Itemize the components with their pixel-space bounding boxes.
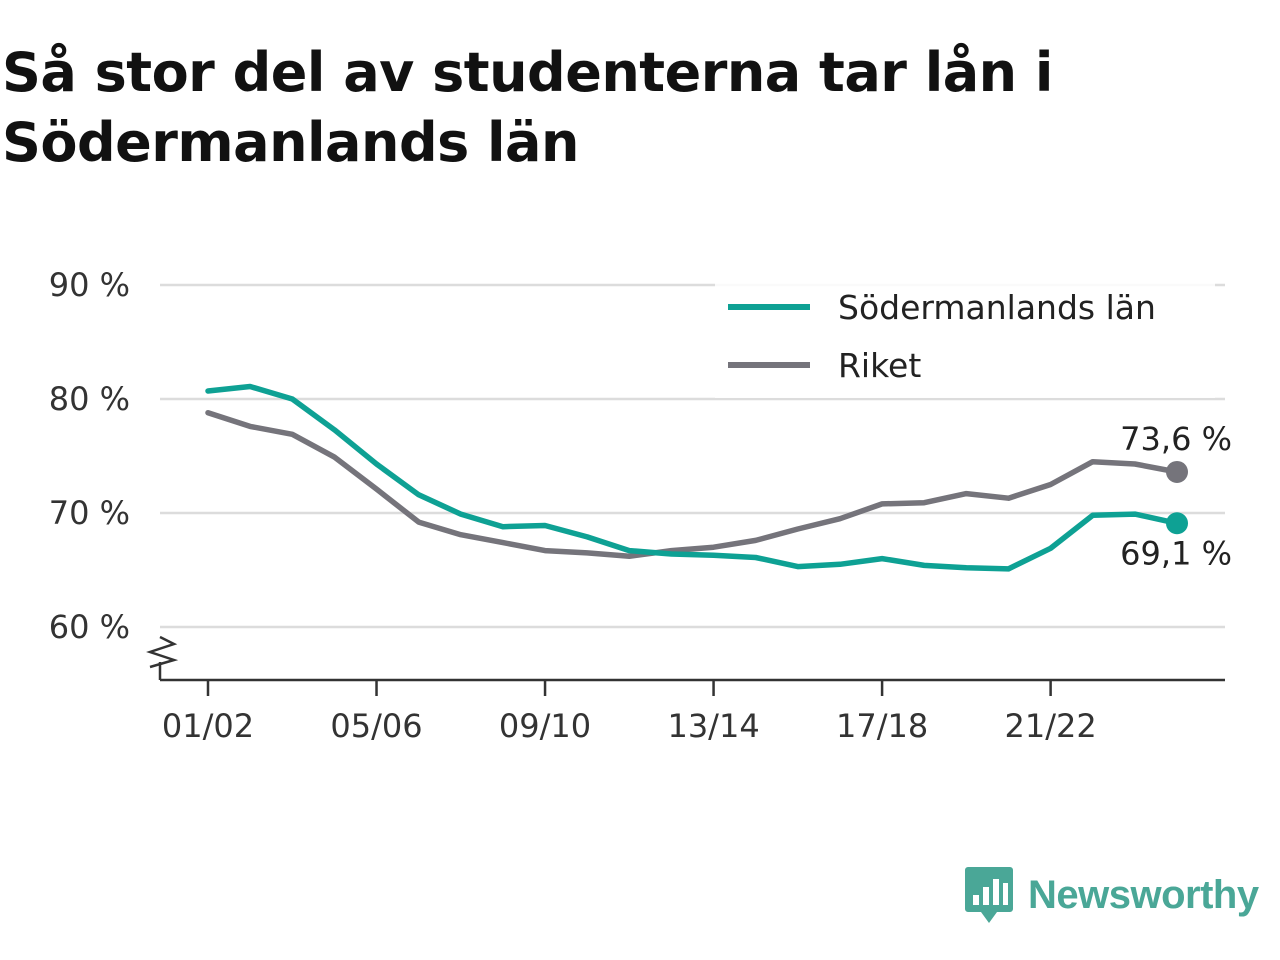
chart-title: Så stor del av studenterna tar lån i Söd…	[2, 41, 1053, 174]
logo-text: Newsworthy	[1028, 872, 1259, 917]
series-lines	[205, 383, 1188, 572]
axis-break-icon	[146, 635, 179, 669]
x-tick-label: 09/10	[499, 707, 591, 745]
axes: 60 % 70 % 80 % 90 % 01/02 05/06 09/10 13/14 17/1…	[49, 266, 1225, 745]
y-tick-label: 90 %	[49, 266, 130, 304]
series-end-label: 69,1 %	[1120, 534, 1232, 572]
legend-background	[715, 282, 1215, 398]
series-end-point	[1166, 512, 1188, 535]
x-tick-label: 05/06	[330, 707, 422, 745]
legend-label: Södermanlands län	[838, 288, 1156, 327]
newsworthy-chart-bubble-icon	[965, 867, 1013, 923]
x-tick-label: 21/22	[1004, 707, 1096, 745]
legend-label: Riket	[838, 346, 921, 385]
legend: Södermanlands län Riket	[715, 282, 1215, 398]
x-tick-label: 17/18	[836, 707, 928, 745]
y-tick-label: 70 %	[49, 494, 130, 532]
series-line	[205, 383, 1180, 572]
newsworthy-logo: Newsworthy	[964, 864, 1259, 926]
series-end-point	[1166, 460, 1188, 483]
end-labels: 69,1 % 73,6 %	[1120, 420, 1232, 572]
series-end-label: 73,6 %	[1120, 420, 1232, 458]
x-tick-label: 13/14	[667, 707, 759, 745]
y-tick-label: 60 %	[49, 608, 130, 646]
x-tick-label: 01/02	[162, 707, 254, 745]
series-line	[205, 409, 1180, 560]
y-tick-label: 80 %	[49, 380, 130, 418]
